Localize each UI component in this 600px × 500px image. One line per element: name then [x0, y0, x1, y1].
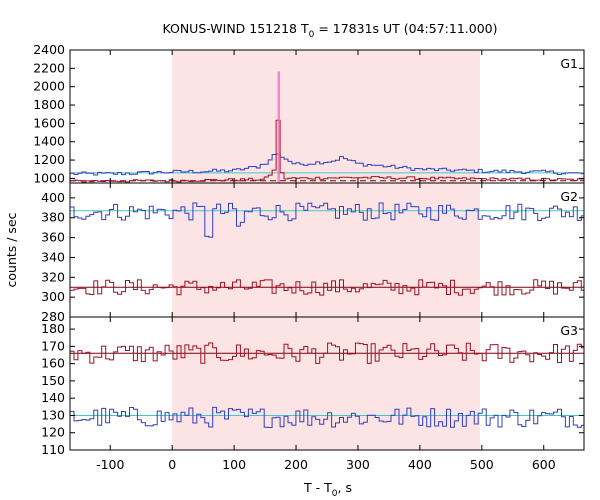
- burst-interval-shade: [172, 317, 480, 450]
- y-tick-label: 180: [41, 321, 65, 336]
- panel-label: G2: [560, 189, 578, 204]
- x-tick-label: 100: [222, 457, 246, 472]
- x-tick-label: 200: [284, 457, 308, 472]
- panel-frame: [69, 316, 585, 451]
- x-tick-label: 0: [168, 457, 176, 472]
- y-tick-label: 170: [41, 338, 65, 353]
- panel-g3: 110 120 130 140 150 160 170 180 G3: [41, 316, 585, 457]
- series-red-g1: [70, 119, 584, 183]
- burst-interval-shade: [172, 183, 480, 317]
- chart-title: KONUS-WIND 151218 T0 = 17831s UT (04:57:…: [162, 21, 497, 40]
- series-blue-g3: [70, 406, 584, 428]
- y-tick-label: 140: [41, 390, 65, 405]
- y-tick-label: 280: [41, 309, 65, 324]
- y-tick-label: 1400: [33, 134, 65, 149]
- y-axis-label: counts / sec: [4, 212, 19, 287]
- y-tick-label: 1800: [33, 97, 65, 112]
- series-blue-g2: [70, 202, 584, 238]
- x-axis-ticks: -100 0 100 200 300 400 500 600: [96, 457, 556, 472]
- y-tick-label: 360: [41, 230, 65, 245]
- y-tick-label: 160: [41, 356, 65, 371]
- x-tick-label: 300: [346, 457, 370, 472]
- burst-interval-shade: [172, 50, 480, 183]
- panel-g2: 280 300 320 340 360 380 400 G2: [41, 182, 585, 324]
- y-tick-label: 110: [41, 442, 65, 457]
- y-tick-label: 1000: [33, 170, 65, 185]
- x-tick-label: 400: [408, 457, 432, 472]
- y-tick-label: 2000: [33, 79, 65, 94]
- y-tick-label: 400: [41, 190, 65, 205]
- y-tick-label: 1600: [33, 115, 65, 130]
- series-blue-g1: [70, 153, 584, 176]
- panel-g1: 1000 1200 1400 1600 1800 2000 2200 2400 G1: [33, 42, 585, 185]
- y-tick-label: 150: [41, 373, 65, 388]
- y-tick-label: 120: [41, 425, 65, 440]
- y-tick-label: 1200: [33, 152, 65, 167]
- x-tick-label: 600: [532, 457, 556, 472]
- y-tick-label: 130: [41, 407, 65, 422]
- y-tick-label: 2400: [33, 42, 65, 57]
- panel-label: G1: [560, 56, 578, 71]
- series-red-g2: [70, 279, 584, 296]
- spike-peak-marker: [277, 71, 280, 183]
- y-tick-label: 340: [41, 249, 65, 264]
- y-tick-label: 320: [41, 269, 65, 284]
- panel-label: G3: [560, 323, 578, 338]
- x-tick-label: 500: [470, 457, 494, 472]
- x-axis-label: T - T0, s: [303, 480, 352, 499]
- x-tick-label: -100: [96, 457, 124, 472]
- y-tick-label: 2200: [33, 60, 65, 75]
- y-tick-label: 300: [41, 289, 65, 304]
- y-tick-label: 380: [41, 210, 65, 225]
- panels: 1000 1200 1400 1600 1800 2000 2200 2400 G1 280 300…: [33, 42, 585, 457]
- series-red-g3: [70, 342, 584, 364]
